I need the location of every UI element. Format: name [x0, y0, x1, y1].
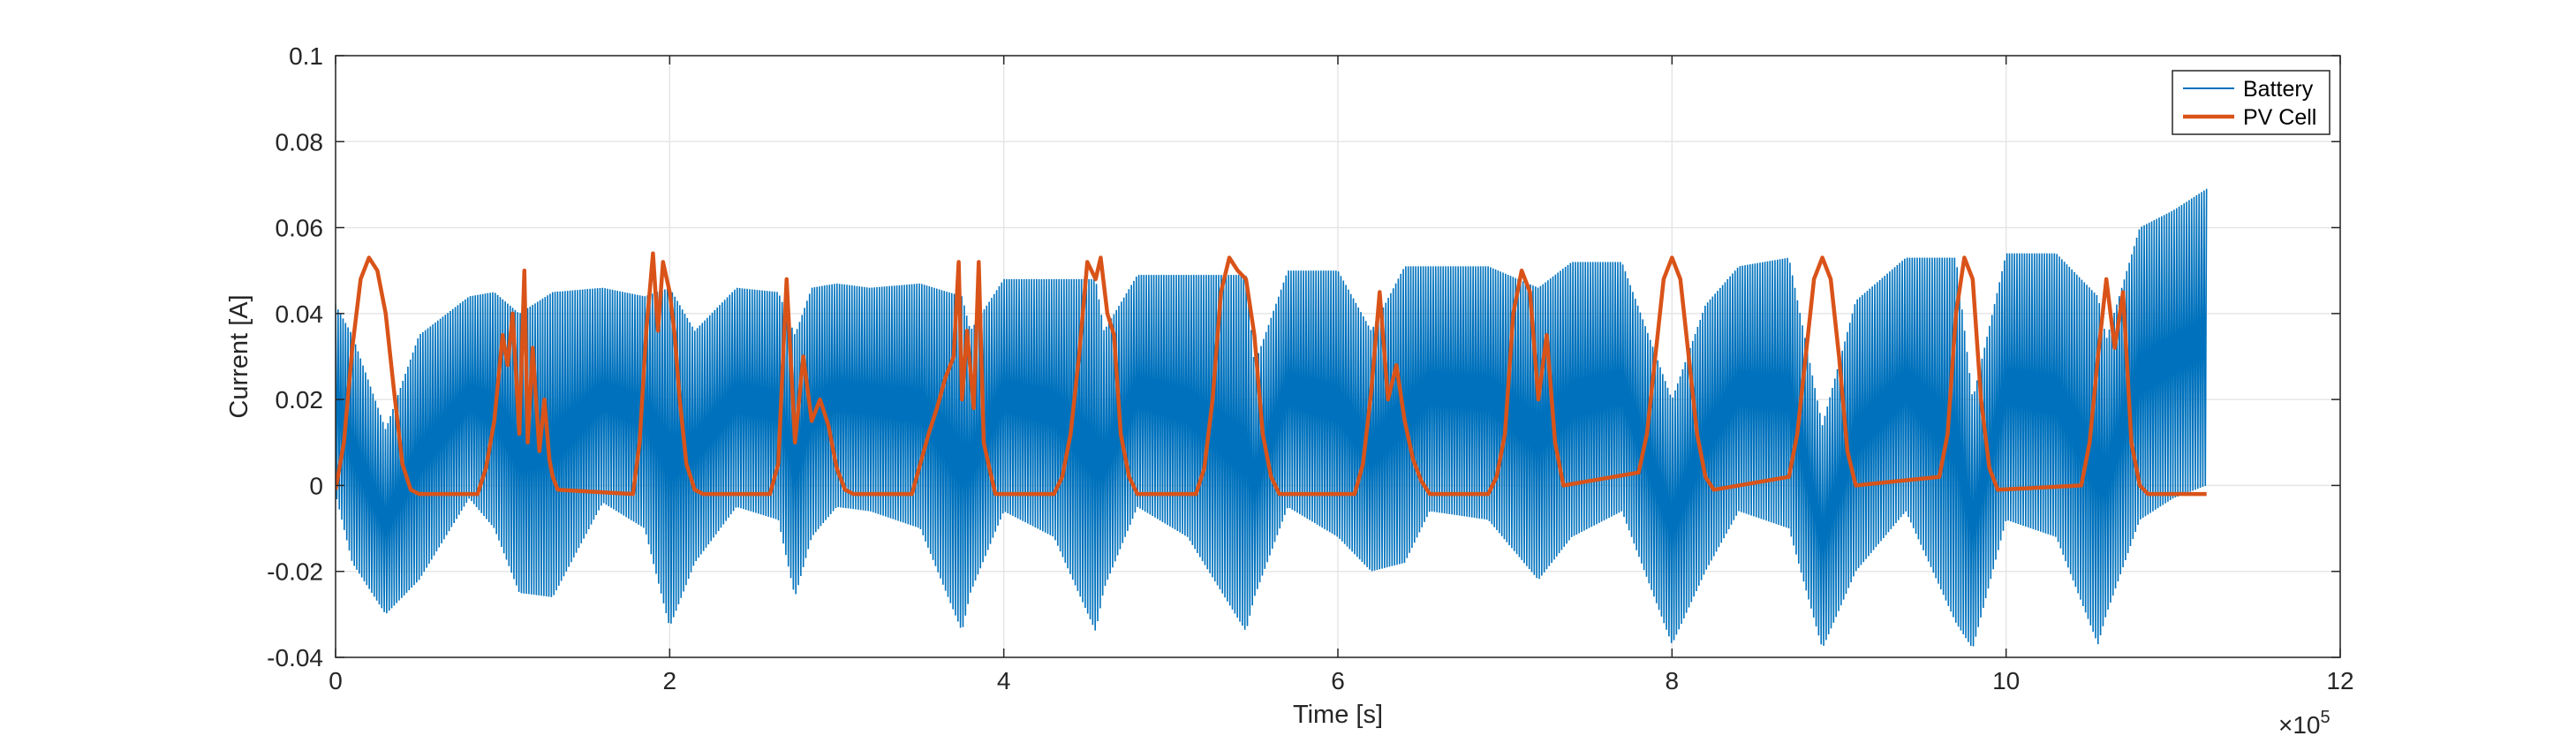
- legend: Battery PV Cell: [2172, 70, 2330, 135]
- plot-area: [335, 55, 2341, 658]
- x-tick-label: 10: [1992, 667, 2020, 694]
- x-tick-label: 4: [997, 667, 1011, 694]
- y-tick-label: 0.04: [276, 300, 324, 328]
- x-tick-label: 6: [1331, 667, 1345, 694]
- x-tick-label: 0: [329, 667, 343, 694]
- x-tick-label: 2: [663, 667, 677, 694]
- legend-label-pv-cell: PV Cell: [2243, 105, 2316, 130]
- x-tick-label: 12: [2326, 667, 2353, 694]
- series-layer: [336, 188, 2208, 647]
- legend-box: [2172, 70, 2330, 135]
- axes-box: [335, 55, 2341, 658]
- y-axis-title: Current [A]: [225, 294, 253, 418]
- x-axis-exponent-base: ×10: [2278, 711, 2321, 736]
- y-tick-label: 0.08: [276, 128, 324, 156]
- axes: [335, 55, 2341, 658]
- y-tick-label: -0.02: [267, 558, 323, 586]
- tick-labels: 0 2 4 6 8 10 12 -0.04 -0.02 0 0.02 0.04 0.06 0.08 0.1: [267, 42, 2353, 694]
- series-line-pv-cell: [336, 251, 2207, 497]
- y-tick-label: -0.04: [267, 644, 323, 672]
- x-tick-label: 8: [1666, 667, 1680, 694]
- y-tick-label: 0.02: [276, 386, 324, 414]
- y-tick-label: 0.06: [276, 215, 324, 242]
- x-axis-title: Time [s]: [1293, 701, 1383, 729]
- x-axis-exponent-power: 5: [2321, 708, 2330, 727]
- y-tick-label: 0: [309, 472, 323, 499]
- y-tick-label: 0.1: [289, 42, 323, 70]
- legend-label-battery: Battery: [2243, 77, 2314, 102]
- x-axis-exponent: ×105: [2278, 708, 2330, 736]
